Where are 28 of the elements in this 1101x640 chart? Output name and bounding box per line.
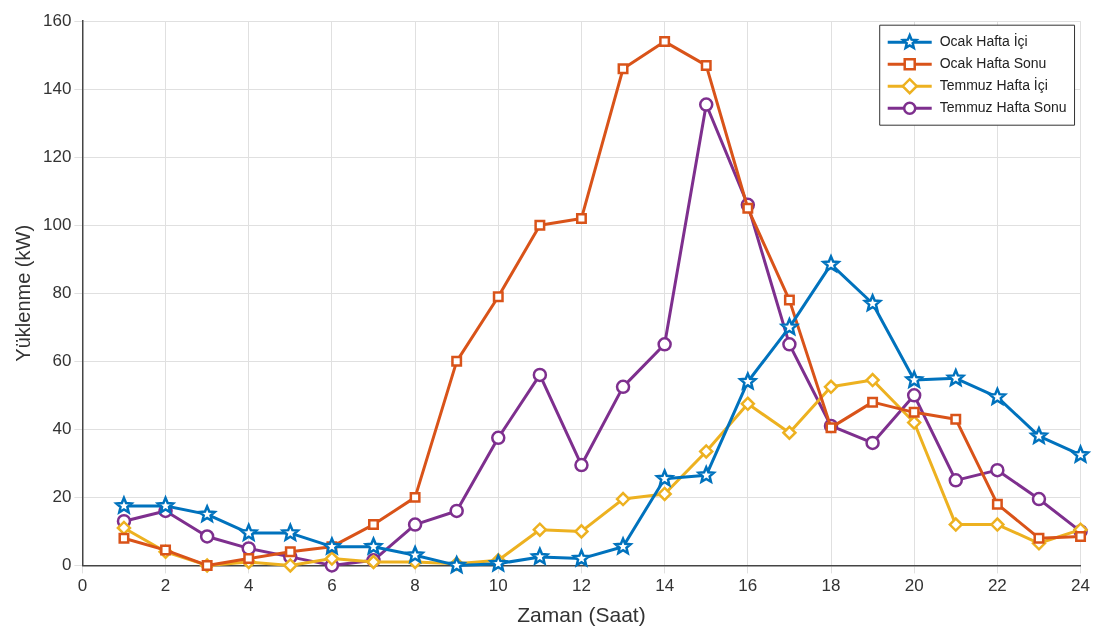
x-tick-label: 2 [160, 576, 171, 596]
x-tick-label: 12 [571, 576, 591, 596]
x-tick-label: 0 [77, 576, 88, 596]
legend-label: Ocak Hafta Sonu [939, 55, 1047, 72]
x-tick-label: 6 [327, 576, 337, 596]
x-tick-label: 20 [904, 576, 924, 596]
y-tick-label: 40 [52, 419, 72, 439]
legend-label: Temmuz Hafta İçi [939, 76, 1048, 94]
x-tick-label: 16 [738, 576, 758, 596]
x-tick-label: 24 [1071, 576, 1091, 596]
y-tick-label: 60 [52, 351, 72, 371]
legend-label: Ocak Hafta İçi [939, 32, 1028, 50]
x-axis-title: Zaman (Saat) [517, 603, 646, 627]
y-tick-label: 140 [42, 78, 72, 98]
legend-label: Temmuz Hafta Sonu [939, 99, 1067, 116]
y-tick-label: 100 [42, 214, 72, 234]
x-tick-label: 18 [821, 576, 841, 596]
x-tick-label: 22 [987, 576, 1007, 596]
y-axis-title: Yüklenme (kW) [11, 224, 34, 362]
x-tick-label: 4 [243, 576, 254, 596]
y-tick-label: 80 [52, 282, 72, 302]
y-tick-label: 120 [42, 146, 72, 166]
y-tick-label: 20 [52, 487, 72, 507]
x-tick-label: 14 [655, 576, 675, 596]
y-tick-label: 0 [61, 555, 72, 575]
x-tick-label: 8 [410, 576, 420, 596]
y-tick-label: 160 [42, 10, 72, 30]
x-tick-label: 10 [488, 576, 508, 596]
